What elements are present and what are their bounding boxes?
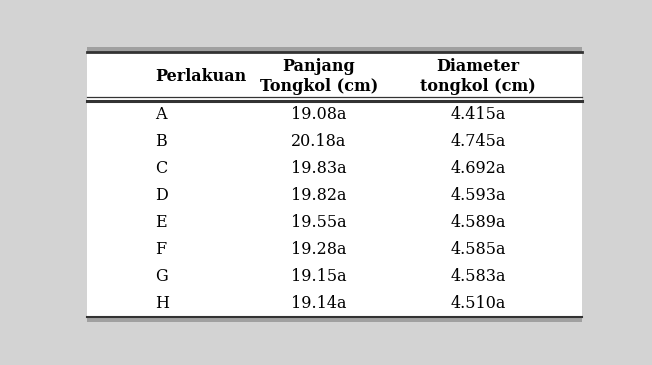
Text: 4.510a: 4.510a [451, 295, 506, 312]
Text: 19.82a: 19.82a [291, 187, 347, 204]
Text: Diameter
tongkol (cm): Diameter tongkol (cm) [421, 58, 536, 95]
Text: 4.745a: 4.745a [451, 133, 506, 150]
Text: D: D [155, 187, 168, 204]
Text: 4.593a: 4.593a [451, 187, 506, 204]
Text: E: E [155, 214, 166, 231]
Text: 19.55a: 19.55a [291, 214, 347, 231]
Text: 4.415a: 4.415a [451, 106, 506, 123]
Text: 20.18a: 20.18a [291, 133, 347, 150]
Bar [87, 317, 582, 322]
Text: 4.692a: 4.692a [451, 160, 506, 177]
Text: Panjang
Tongkol (cm): Panjang Tongkol (cm) [260, 58, 378, 95]
Text: Perlakuan: Perlakuan [155, 68, 246, 85]
Bar [87, 47, 582, 52]
Text: 4.583a: 4.583a [451, 268, 506, 285]
Text: G: G [155, 268, 168, 285]
Text: A: A [155, 106, 166, 123]
Text: 19.14a: 19.14a [291, 295, 347, 312]
Text: 19.83a: 19.83a [291, 160, 347, 177]
Text: 4.585a: 4.585a [451, 241, 506, 258]
Text: H: H [155, 295, 169, 312]
Text: 4.589a: 4.589a [451, 214, 506, 231]
Text: 19.28a: 19.28a [291, 241, 347, 258]
Text: 19.15a: 19.15a [291, 268, 347, 285]
Text: F: F [155, 241, 166, 258]
Text: 19.08a: 19.08a [291, 106, 347, 123]
Text: C: C [155, 160, 167, 177]
Text: B: B [155, 133, 166, 150]
